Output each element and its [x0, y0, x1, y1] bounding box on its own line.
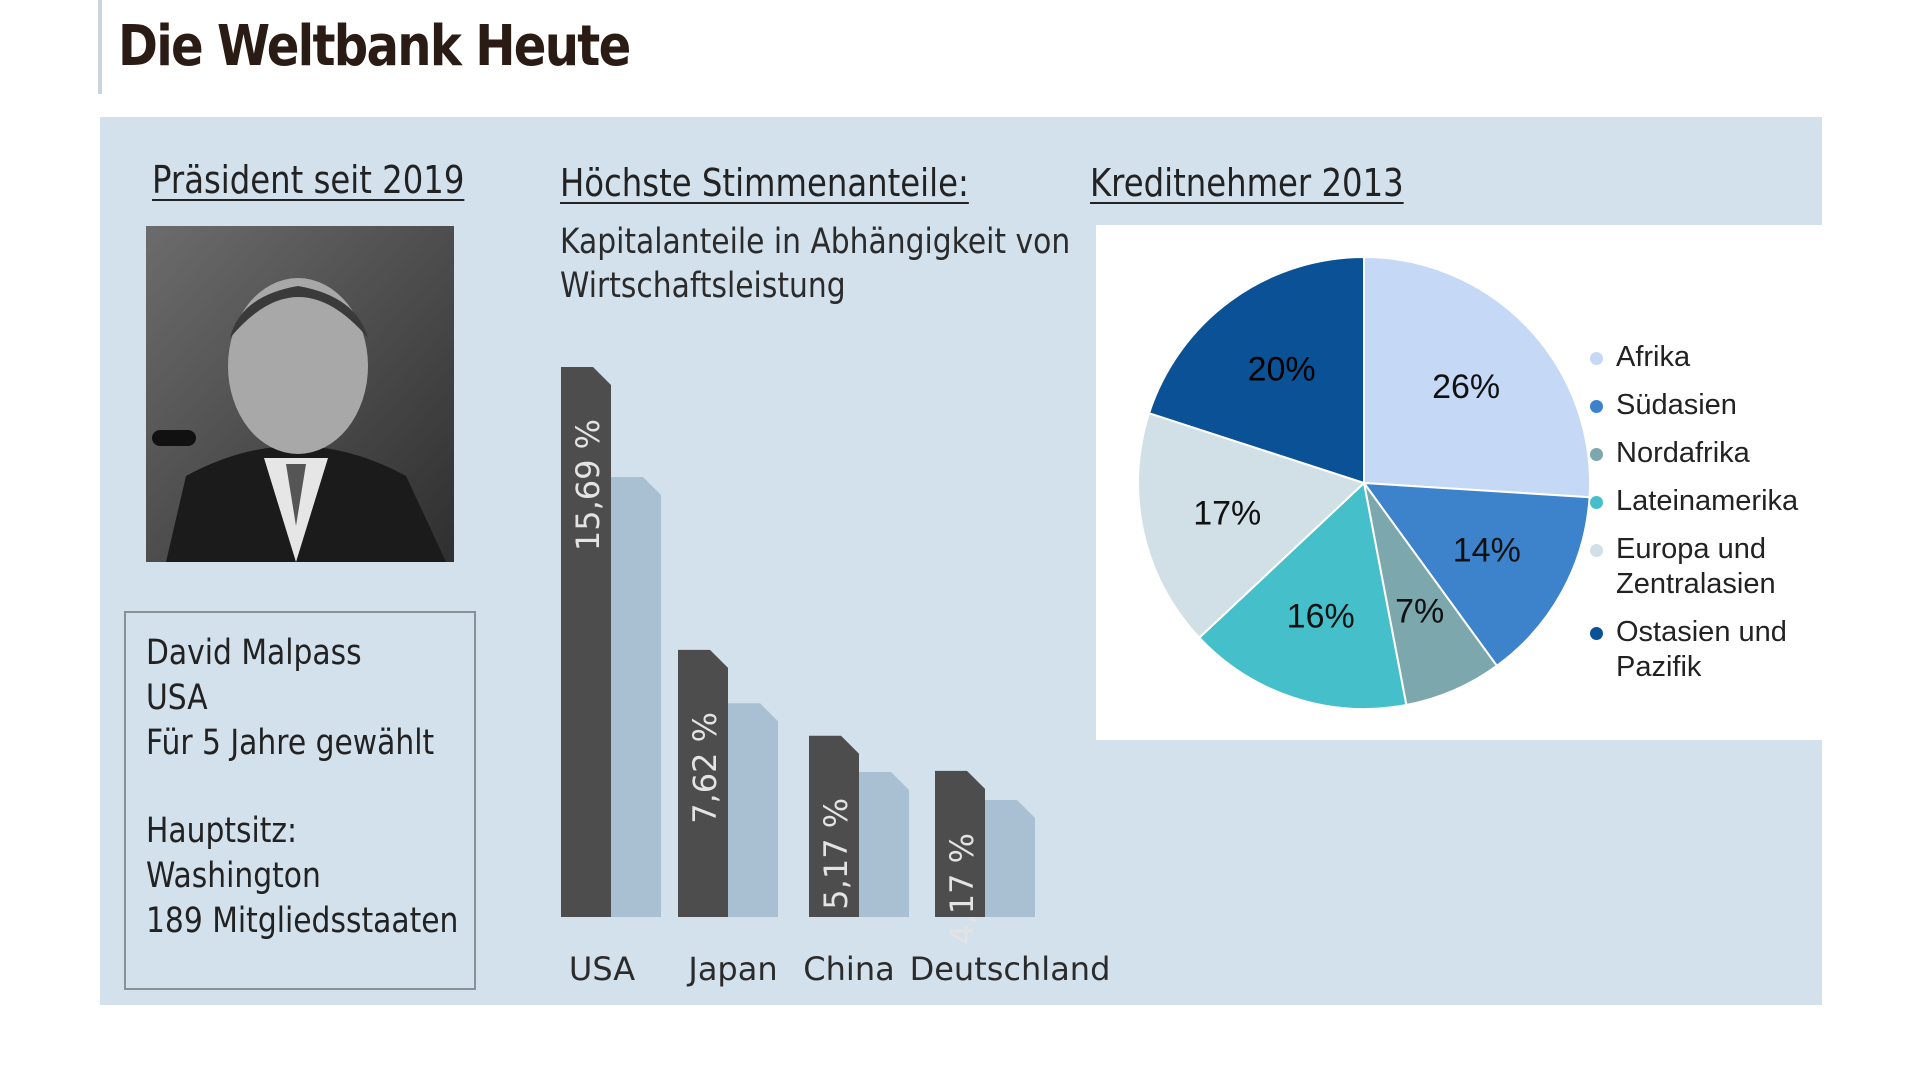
bar-value-label-3: 4,17 %: [943, 833, 981, 945]
bar-2: [809, 735, 859, 917]
bar-shadow-2: [859, 772, 909, 917]
pie-value-label-3: 16%: [1287, 597, 1355, 635]
legend-dot-5: [1590, 627, 1603, 640]
pie-slice-1: [1361, 481, 1591, 668]
bar-1: [678, 649, 728, 917]
legend-label-3-0: Lateinamerika: [1616, 485, 1799, 517]
president-info-box: David Malpass USA Für 5 Jahre gewählt Ha…: [124, 611, 476, 990]
legend-label-4-1: Zentralasien: [1616, 568, 1776, 600]
legend-label-5-1: Pazifik: [1616, 651, 1702, 683]
loans-pie-chart: 26% 14%7% 16% 17% 20%: [1137, 255, 1591, 710]
legend-label-5-0: Ostasien und: [1616, 616, 1787, 648]
bar-0: [561, 367, 611, 917]
votes-heading: Höchste Stimmenanteile:: [560, 161, 969, 205]
pie-slice-4: [1137, 411, 1366, 640]
page-title: Die Weltbank Heute: [118, 14, 631, 79]
legend-dot-2: [1590, 448, 1603, 461]
pie-legend: Afrika Südasien Nordafrika Lateinamerika Eur…: [1590, 340, 1798, 698]
bar-shadow-1: [728, 703, 778, 917]
legend-item-0: Afrika: [1590, 340, 1798, 375]
legend-dot-4: [1590, 544, 1603, 557]
bar-value-label-2: 5,17 %: [817, 798, 855, 910]
legend-item-2: Nordafrika: [1590, 436, 1798, 471]
info-name: David Malpass: [146, 633, 362, 673]
president-heading: Präsident seit 2019: [152, 158, 465, 202]
info-term: Für 5 Jahre gewählt: [146, 723, 435, 763]
pie-value-label-1: 14%: [1453, 532, 1521, 570]
legend-label-4-0: Europa und: [1616, 533, 1766, 565]
info-hq-label: Hauptsitz:: [146, 811, 298, 851]
pie-slice-3: [1197, 481, 1408, 710]
legend-item-3: Lateinamerika: [1590, 484, 1798, 519]
votes-subtitle-line1: Kapitalanteile in Abhängigkeit von: [560, 222, 1071, 262]
legend-item-5: Ostasien und Pazifik: [1590, 615, 1798, 685]
info-hq-city: Washington: [146, 856, 321, 896]
bar-category-label-2: China: [803, 950, 894, 988]
votes-subtitle-line2: Wirtschaftsleistung: [560, 266, 846, 306]
loans-heading: Kreditnehmer 2013: [1090, 161, 1404, 205]
legend-item-4: Europa und Zentralasien: [1590, 532, 1798, 602]
info-members: 189 Mitgliedsstaaten: [146, 901, 459, 941]
bar-category-label-1: Japan: [686, 950, 777, 988]
pie-value-label-4: 17%: [1193, 495, 1261, 533]
pie-value-label-0: 26%: [1432, 368, 1500, 406]
info-country: USA: [146, 678, 208, 718]
bar-category-label-0: USA: [569, 950, 635, 988]
portrait-image: [146, 226, 454, 562]
legend-dot-1: [1590, 400, 1603, 413]
bar-value-label-1: 7,62 %: [686, 712, 724, 824]
title-accent-bar: [98, 0, 102, 94]
bar-shadow-3: [985, 800, 1035, 917]
pie-slice-0: [1363, 255, 1591, 499]
bar-value-label-0: 15,69 %: [569, 419, 607, 551]
bar-shadow-0: [611, 477, 661, 917]
legend-dot-3: [1590, 496, 1603, 509]
legend-label-0-0: Afrika: [1616, 341, 1691, 373]
president-photo: [146, 226, 454, 562]
pie-chart-area: 26% 14% 7% 16% 17% 20%: [1096, 225, 1822, 740]
legend-label-1-0: Südasien: [1616, 389, 1737, 421]
legend-dot-0: [1590, 352, 1603, 365]
pie-value-label-5: 20%: [1248, 351, 1316, 389]
legend-label-2-0: Nordafrika: [1616, 437, 1750, 469]
legend-item-1: Südasien: [1590, 388, 1798, 423]
pie-value-label-2: 7%: [1395, 593, 1444, 631]
bar-category-label-3: Deutschland: [910, 950, 1111, 988]
pie-slice-5: [1147, 255, 1365, 485]
bar-3: [935, 770, 985, 917]
